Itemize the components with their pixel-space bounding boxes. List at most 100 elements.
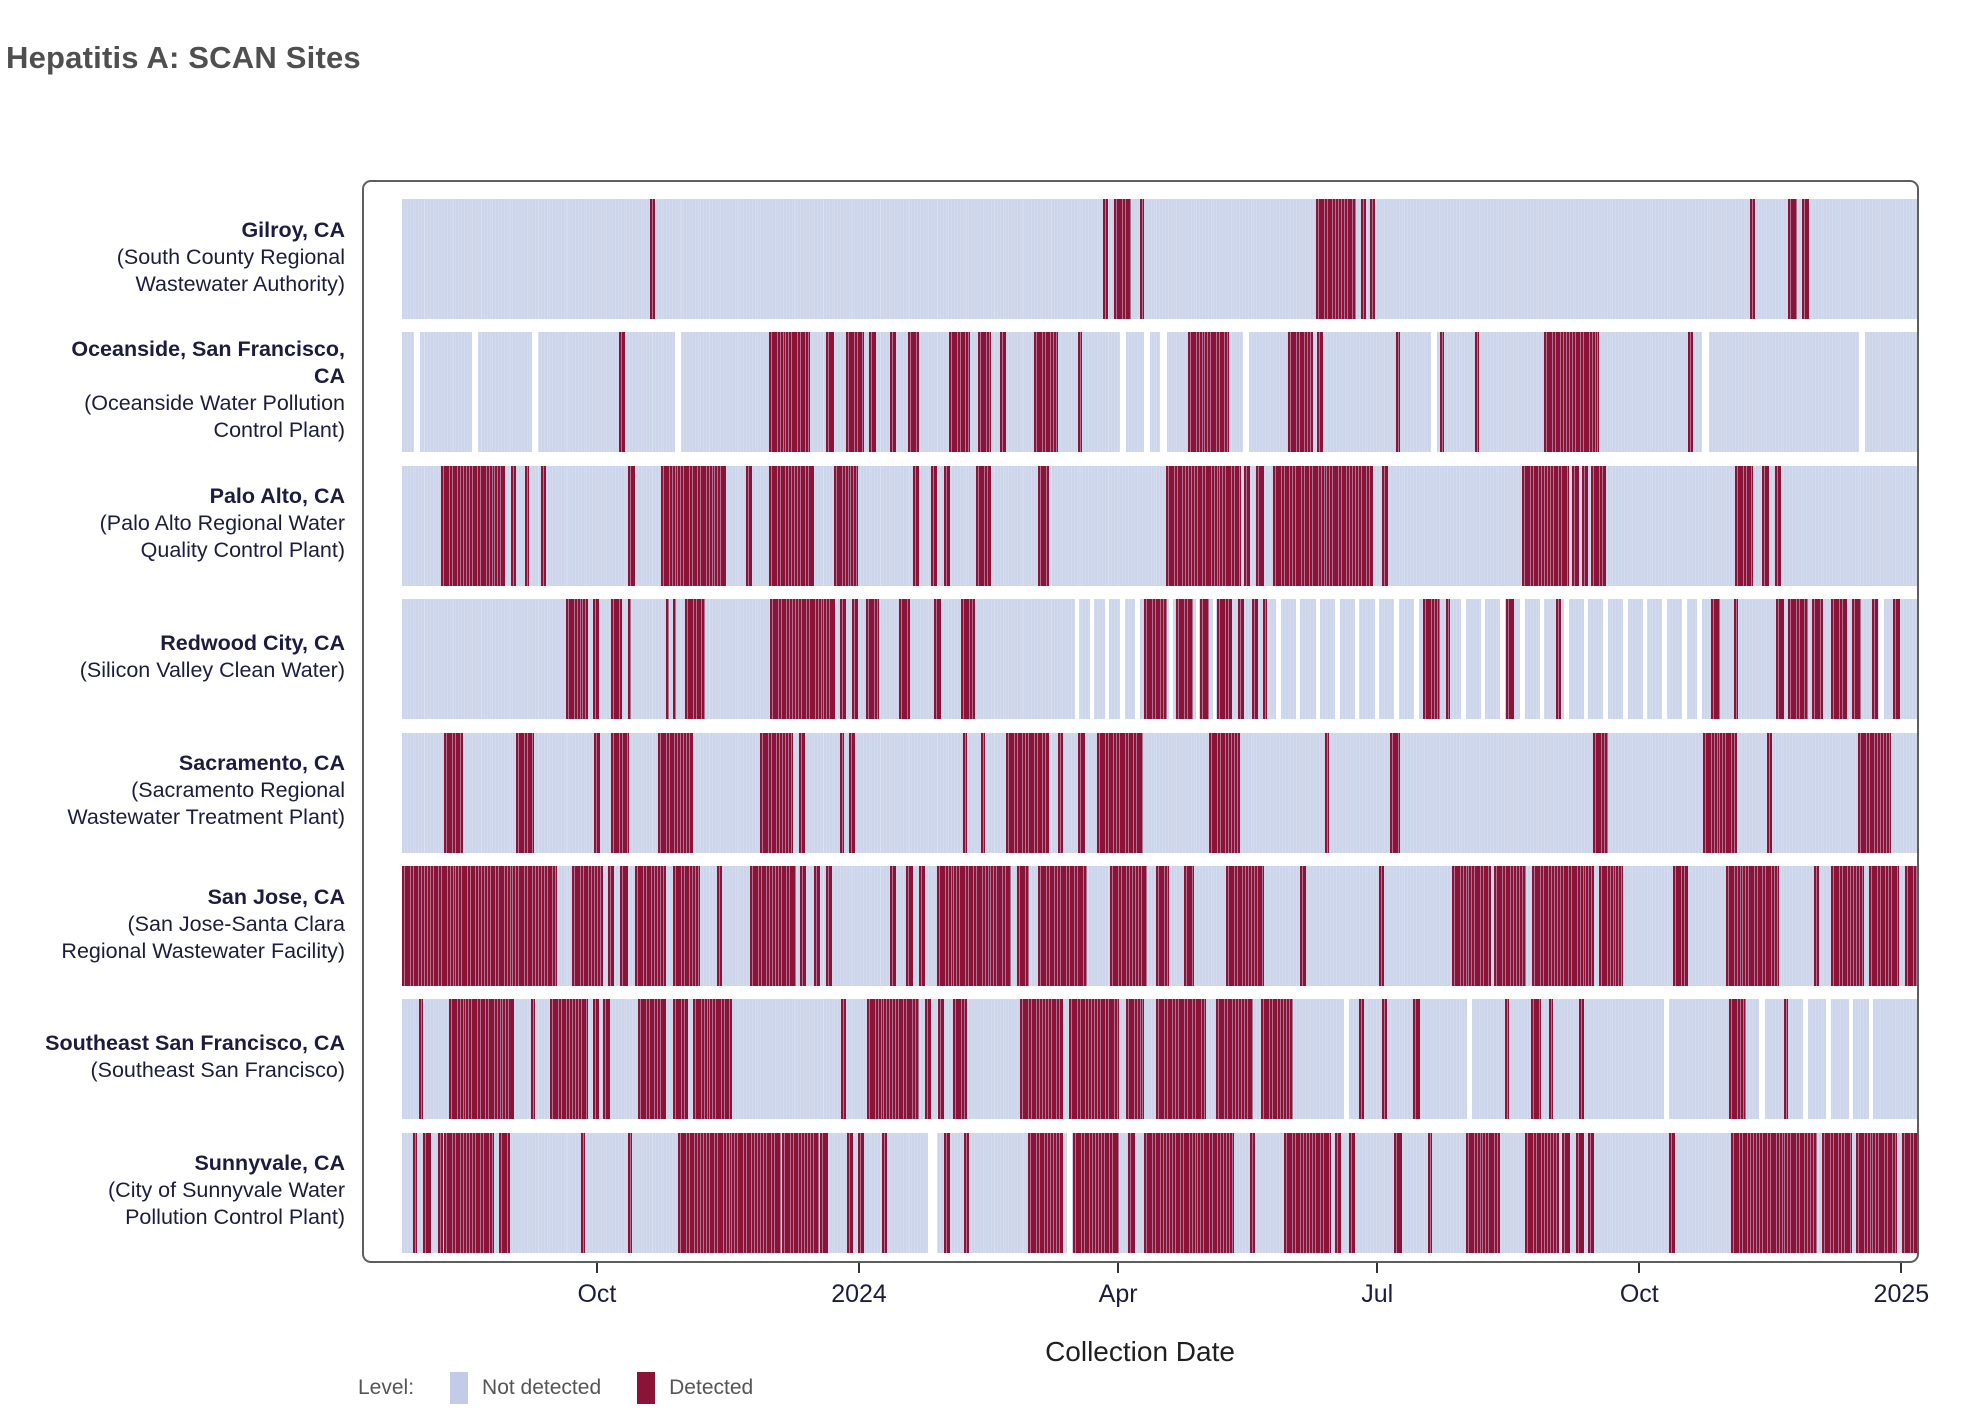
detected-segment bbox=[865, 599, 880, 720]
detected-segment bbox=[1097, 732, 1143, 853]
no-data-segment bbox=[1803, 999, 1808, 1120]
no-data-segment bbox=[1682, 599, 1687, 720]
detected-segment bbox=[938, 999, 945, 1120]
detected-segment bbox=[953, 999, 968, 1120]
detected-segment bbox=[833, 465, 858, 586]
site-band bbox=[402, 599, 1917, 720]
detected-segment bbox=[1389, 732, 1401, 853]
legend-item: Not detected bbox=[414, 1372, 601, 1404]
detected-segment bbox=[592, 999, 599, 1120]
no-data-segment bbox=[1315, 599, 1321, 720]
detected-segment bbox=[1544, 332, 1599, 453]
site-facility: (San Jose-Santa Clara Regional Wastewate… bbox=[61, 911, 345, 963]
detected-segment bbox=[1261, 999, 1293, 1120]
legend-items: Not detected Detected bbox=[414, 1372, 753, 1404]
detected-segment bbox=[798, 732, 805, 853]
site-facility: (Sacramento Regional Wastewater Treatmen… bbox=[67, 778, 345, 830]
legend-swatch-detected bbox=[637, 1372, 656, 1404]
detected-segment bbox=[1767, 732, 1772, 853]
detected-segment bbox=[1156, 999, 1207, 1120]
no-data-segment bbox=[1120, 599, 1125, 720]
detected-segment bbox=[944, 465, 951, 586]
no-data-segment bbox=[471, 332, 478, 453]
detected-segment bbox=[1077, 732, 1086, 853]
detected-segment bbox=[918, 866, 925, 986]
no-data-segment bbox=[1335, 599, 1340, 720]
detected-segment bbox=[1109, 866, 1148, 986]
detected-segment bbox=[1068, 999, 1119, 1120]
x-tick-mark bbox=[1117, 1263, 1120, 1273]
detected-segment bbox=[603, 999, 610, 1120]
detected-segment bbox=[444, 1132, 495, 1253]
detected-segment bbox=[976, 465, 992, 586]
no-data-segment bbox=[1826, 999, 1831, 1120]
detected-segment bbox=[438, 1132, 443, 1253]
detected-segment bbox=[858, 1132, 865, 1253]
no-data-segment bbox=[1539, 599, 1545, 720]
detected-segment bbox=[1588, 1132, 1595, 1253]
site-band bbox=[402, 999, 1917, 1120]
no-data-segment bbox=[1623, 599, 1628, 720]
detected-segment bbox=[498, 1132, 510, 1253]
detected-segment bbox=[1582, 465, 1589, 586]
bars-region bbox=[402, 182, 1917, 1261]
no-data-segment bbox=[1344, 999, 1349, 1120]
detected-segment bbox=[1494, 866, 1527, 986]
detected-segment bbox=[912, 465, 919, 586]
site-label: Sacramento, CA (Sacramento Regional Waste… bbox=[45, 750, 345, 831]
detected-segment bbox=[1209, 732, 1240, 853]
no-data-segment bbox=[1663, 999, 1669, 1120]
detected-segment bbox=[933, 599, 942, 720]
plot-panel bbox=[362, 180, 1919, 1263]
detected-segment bbox=[1077, 332, 1083, 453]
no-data-segment bbox=[1564, 599, 1569, 720]
detected-segment bbox=[1317, 332, 1324, 453]
detected-segment bbox=[677, 1132, 781, 1253]
detected-segment bbox=[1474, 332, 1480, 453]
detected-segment bbox=[1445, 599, 1451, 720]
detected-segment bbox=[1144, 1132, 1234, 1253]
detected-segment bbox=[627, 599, 631, 720]
detected-segment bbox=[1073, 1132, 1119, 1253]
detected-segment bbox=[650, 199, 655, 319]
detected-segment bbox=[541, 465, 546, 586]
detected-segment bbox=[1395, 332, 1401, 453]
no-data-segment bbox=[1104, 599, 1110, 720]
site-city: San Jose, CA bbox=[207, 884, 345, 909]
detected-segment bbox=[750, 866, 796, 986]
no-data-segment bbox=[1276, 599, 1281, 720]
detected-segment bbox=[1868, 866, 1899, 986]
page-title: Hepatitis A: SCAN Sites bbox=[6, 40, 361, 75]
site-label: Redwood City, CA (Silicon Valley Clean Wa… bbox=[45, 630, 345, 684]
no-data-segment bbox=[532, 332, 539, 453]
site-label: Southeast San Francisco, CA (Southeast Sa… bbox=[45, 1030, 345, 1084]
detected-segment bbox=[592, 599, 599, 720]
detected-segment bbox=[665, 599, 669, 720]
detected-segment bbox=[1238, 599, 1245, 720]
detected-segment bbox=[1830, 866, 1864, 986]
x-tick-mark bbox=[595, 1263, 598, 1273]
detected-segment bbox=[685, 599, 705, 720]
detected-segment bbox=[936, 866, 1012, 986]
detected-segment bbox=[1273, 465, 1374, 586]
detected-segment bbox=[867, 999, 919, 1120]
detected-segment bbox=[1750, 199, 1755, 319]
x-tick-mark bbox=[1638, 1263, 1641, 1273]
detected-segment bbox=[1250, 1132, 1255, 1253]
detected-segment bbox=[1532, 866, 1595, 986]
detected-segment bbox=[1038, 866, 1087, 986]
no-data-segment bbox=[1642, 599, 1648, 720]
detected-segment bbox=[1412, 999, 1421, 1120]
site-city: Southeast San Francisco, CA bbox=[45, 1031, 345, 1056]
detected-segment bbox=[638, 999, 666, 1120]
detected-segment bbox=[1033, 332, 1058, 453]
no-data-segment bbox=[1662, 599, 1667, 720]
detected-segment bbox=[1762, 465, 1769, 586]
detected-segment bbox=[1200, 599, 1210, 720]
no-data-segment bbox=[1394, 599, 1399, 720]
detected-segment bbox=[839, 732, 845, 853]
detected-segment bbox=[1710, 599, 1721, 720]
detected-segment bbox=[768, 332, 810, 453]
detected-segment bbox=[627, 1132, 633, 1253]
